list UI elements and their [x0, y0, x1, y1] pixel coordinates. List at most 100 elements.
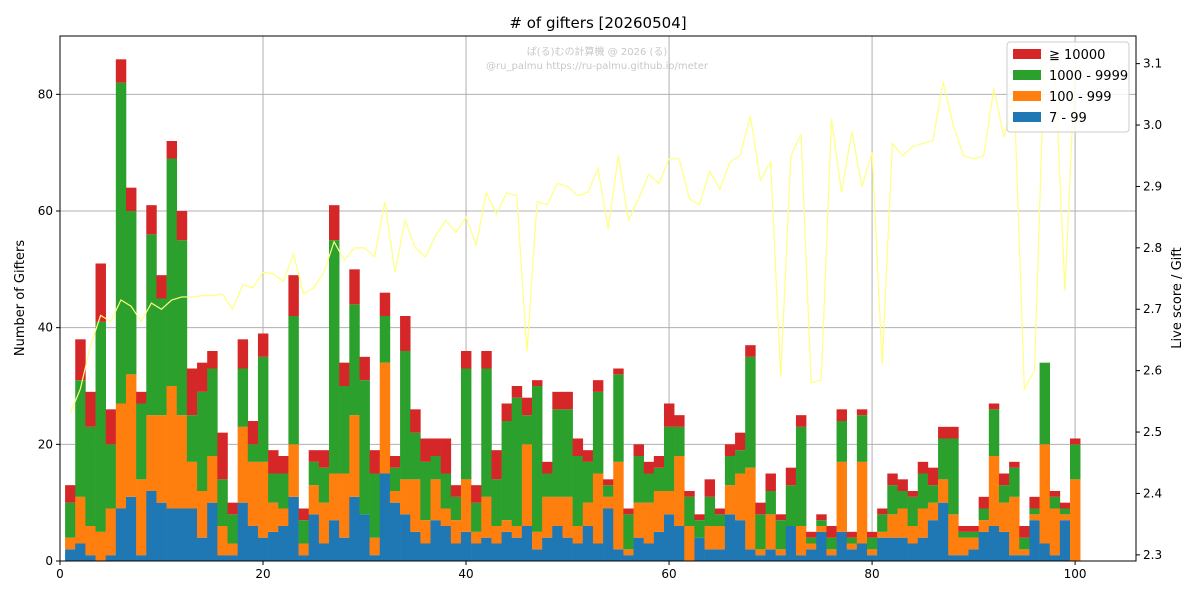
- bar-a-26: [318, 543, 330, 561]
- bar-a-24: [298, 555, 309, 561]
- bar-a-19: [247, 526, 259, 561]
- bar-c-27: [329, 240, 340, 474]
- legend-label: ≧ 10000: [1049, 48, 1105, 63]
- bar-c-38: [440, 473, 452, 509]
- bar-d-3: [85, 391, 96, 427]
- bar-c-29: [349, 304, 360, 416]
- bar-a-39: [450, 543, 462, 561]
- score-line-layer: [69, 49, 1076, 414]
- bar-c-54: [603, 485, 614, 497]
- bar-c-37: [430, 456, 441, 480]
- bar-a-35: [410, 531, 421, 561]
- bar-c-52: [582, 461, 594, 503]
- bar-d-30: [359, 356, 370, 381]
- bar-a-91: [978, 531, 990, 561]
- legend-swatch: [1013, 70, 1041, 80]
- bar-c-73: [795, 426, 807, 526]
- bar-c-15: [207, 368, 218, 456]
- bar-a-97: [1039, 543, 1051, 561]
- x-tick-label: 100: [1064, 567, 1087, 581]
- x-tick-label: 20: [255, 567, 270, 581]
- bar-b-9: [146, 415, 157, 491]
- bar-c-17: [227, 514, 238, 544]
- bar-c-2: [75, 380, 86, 497]
- bar-b-52: [582, 502, 594, 526]
- bar-d-94: [1009, 461, 1020, 468]
- bar-b-36: [420, 520, 431, 544]
- legend-swatch: [1013, 49, 1041, 59]
- bar-c-70: [765, 491, 776, 515]
- bar-b-40: [460, 479, 472, 532]
- bar-b-96: [1029, 514, 1040, 521]
- bar-b-79: [856, 461, 868, 544]
- bar-c-83: [897, 491, 908, 509]
- bar-a-69: [755, 555, 766, 561]
- bar-d-16: [217, 432, 228, 480]
- bar-b-90: [968, 537, 979, 550]
- bar-a-61: [674, 526, 685, 561]
- bar-b-46: [521, 444, 533, 526]
- bar-a-53: [592, 543, 604, 561]
- bar-a-52: [582, 526, 594, 561]
- bar-b-56: [623, 549, 634, 556]
- bar-c-67: [735, 450, 746, 474]
- bar-a-57: [633, 537, 644, 561]
- bar-c-50: [562, 409, 573, 497]
- bar-b-66: [724, 485, 736, 515]
- bar-a-7: [125, 496, 137, 561]
- bar-b-50: [562, 496, 573, 538]
- bar-b-86: [927, 502, 939, 521]
- bar-d-92: [988, 403, 1000, 410]
- bar-b-83: [897, 508, 908, 538]
- bar-a-58: [643, 543, 655, 561]
- bar-d-68: [745, 345, 756, 357]
- bar-a-92: [988, 526, 1000, 561]
- bar-b-12: [176, 415, 188, 509]
- bar-c-8: [136, 403, 147, 480]
- bar-d-19: [247, 421, 259, 445]
- bar-d-24: [298, 508, 309, 521]
- bar-a-67: [735, 520, 746, 561]
- bar-b-77: [836, 461, 847, 532]
- bar-c-42: [481, 368, 492, 497]
- bar-a-68: [745, 549, 756, 561]
- bar-c-78: [846, 537, 858, 544]
- bar-b-88: [948, 514, 959, 556]
- bar-a-76: [826, 555, 837, 561]
- bar-d-31: [369, 450, 381, 474]
- bar-c-24: [298, 520, 309, 544]
- bar-a-49: [552, 526, 563, 561]
- bar-b-58: [643, 502, 655, 544]
- bar-a-38: [440, 526, 452, 561]
- bar-c-3: [85, 426, 96, 526]
- y-tick-label: 40: [38, 321, 53, 335]
- bar-c-62: [684, 496, 695, 526]
- bar-b-80: [867, 549, 878, 556]
- bar-a-55: [613, 549, 624, 561]
- bar-a-30: [359, 514, 370, 561]
- bar-d-53: [592, 380, 604, 392]
- bar-a-83: [897, 537, 908, 561]
- bar-a-21: [268, 531, 279, 561]
- legend-swatch: [1013, 91, 1041, 101]
- bar-b-27: [329, 473, 340, 521]
- bar-b-23: [288, 444, 299, 497]
- bar-d-85: [917, 461, 929, 474]
- bar-b-24: [298, 543, 309, 556]
- bar-c-22: [278, 473, 289, 509]
- bar-a-51: [572, 543, 584, 561]
- bar-b-41: [471, 531, 482, 544]
- bar-d-91: [978, 496, 990, 509]
- bar-d-50: [562, 391, 573, 410]
- bars: [65, 59, 1081, 561]
- bar-d-48: [542, 461, 553, 474]
- bar-c-72: [785, 485, 797, 526]
- bar-c-86: [927, 485, 939, 503]
- bar-b-5: [105, 508, 117, 556]
- bar-c-75: [816, 520, 827, 526]
- bar-d-35: [410, 409, 421, 433]
- bar-a-59: [653, 531, 665, 561]
- bar-d-11: [166, 141, 178, 159]
- bar-b-16: [217, 526, 228, 556]
- bar-a-42: [481, 537, 492, 561]
